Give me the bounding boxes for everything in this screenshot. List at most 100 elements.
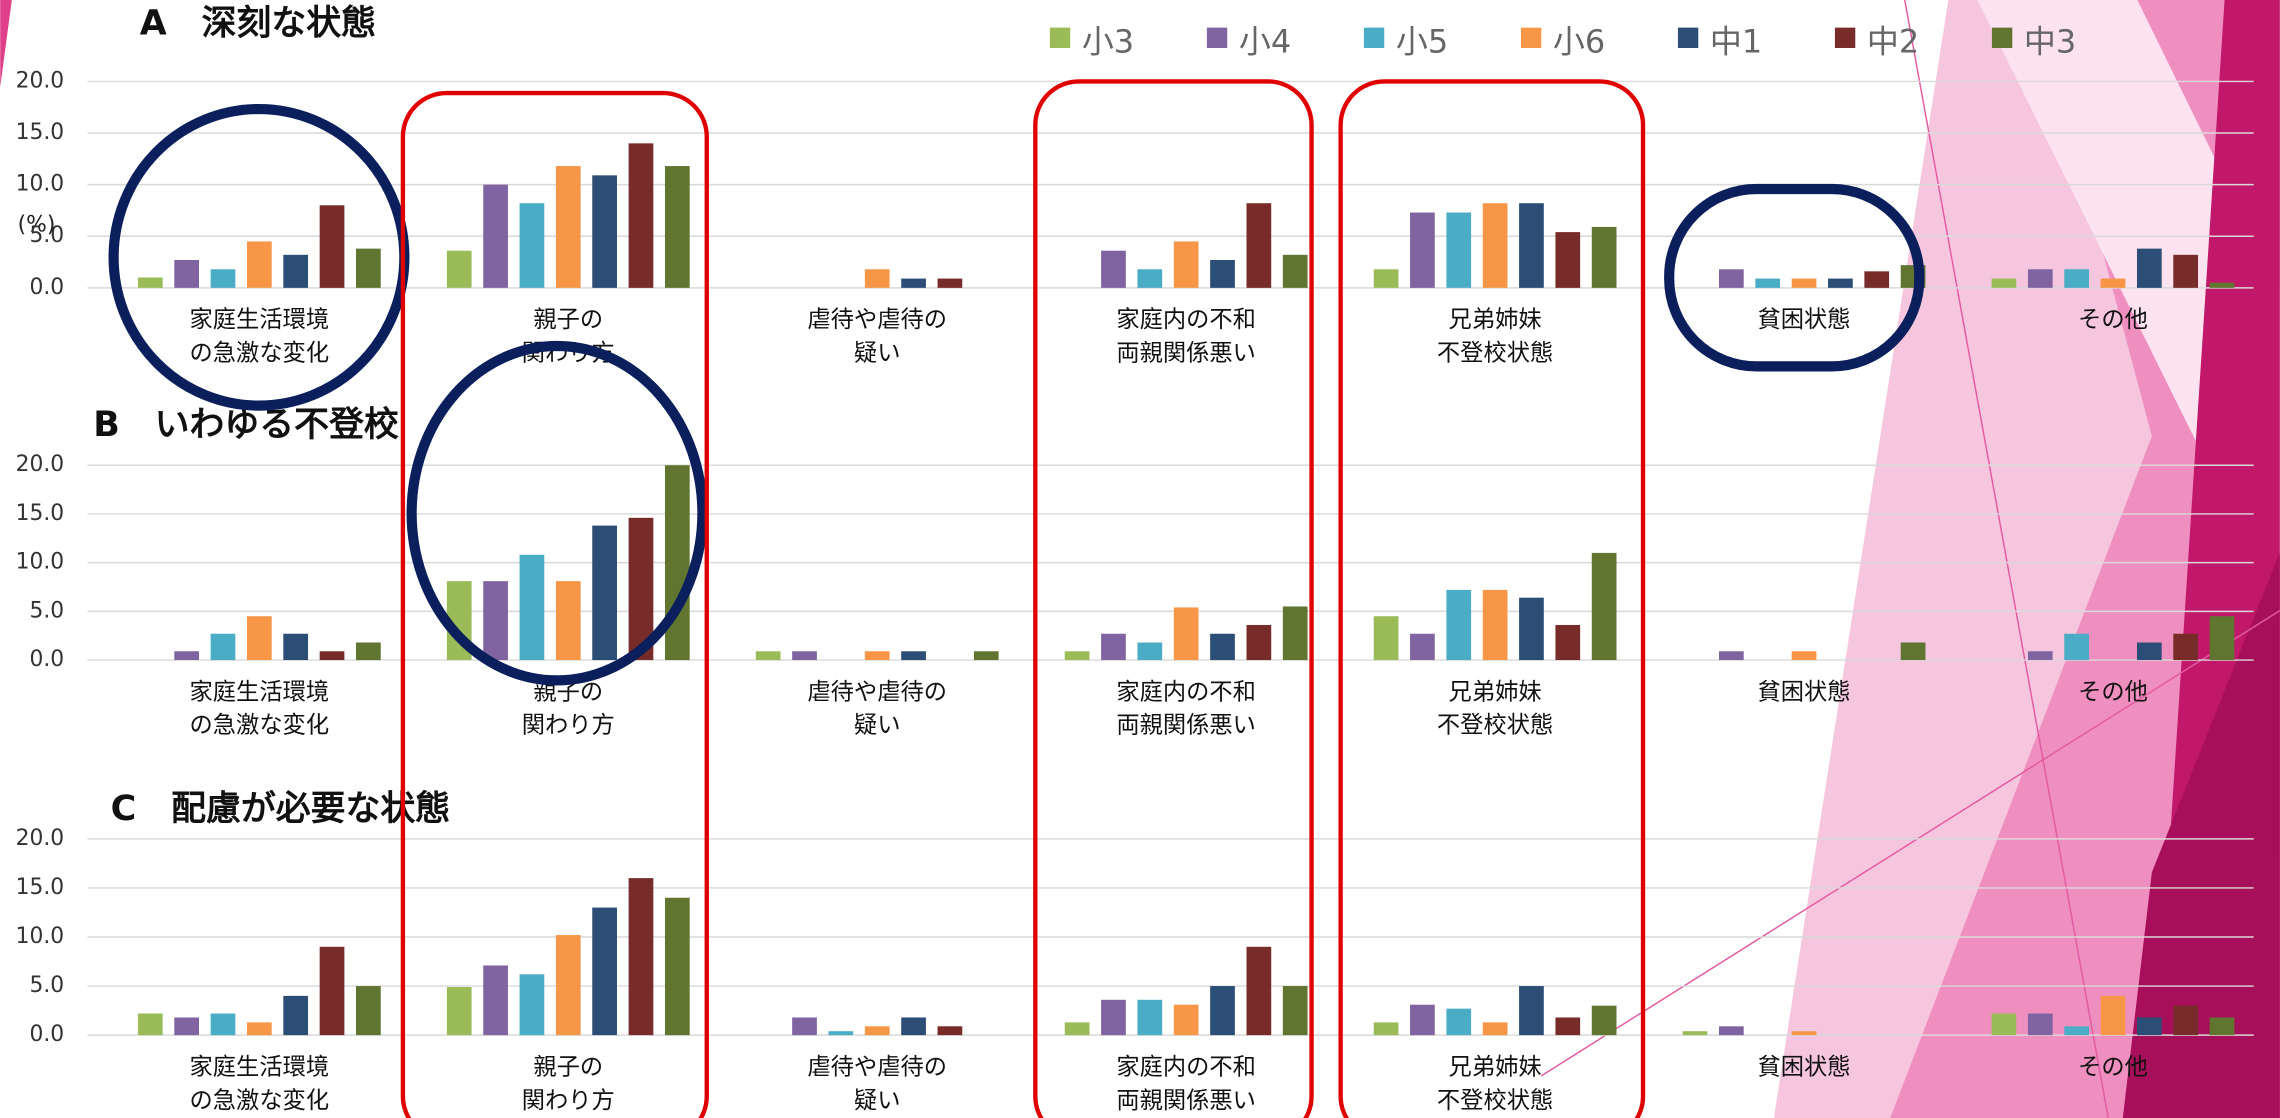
bar xyxy=(1064,651,1090,661)
bar xyxy=(483,184,508,288)
bar xyxy=(1246,203,1272,288)
bar xyxy=(792,1017,817,1036)
bar xyxy=(246,241,272,288)
bar xyxy=(2209,616,2235,661)
y-tick-label: 10.0 xyxy=(16,924,65,949)
bar xyxy=(319,946,345,1036)
x-tick-label: 虐待や虐待の 疑い xyxy=(807,1052,948,1114)
bar xyxy=(1591,226,1617,288)
bar xyxy=(1210,633,1235,661)
category-label-box: 家庭生活環境 の急激な変化 xyxy=(190,1053,330,1114)
bar xyxy=(210,633,236,661)
bar xyxy=(1718,651,1744,661)
legend-swatch xyxy=(1049,27,1071,48)
bar xyxy=(2027,1013,2053,1036)
bar xyxy=(1864,271,1890,288)
bar xyxy=(628,143,654,288)
bar xyxy=(446,250,472,288)
bar xyxy=(1101,633,1126,661)
bar xyxy=(1101,250,1126,288)
category-label-box: 親子の 関わり方 xyxy=(521,1052,615,1114)
x-tick-label: 兄弟姉妹 不登校状態 xyxy=(1436,677,1554,739)
bar xyxy=(1900,642,1926,661)
bar xyxy=(319,205,345,288)
y-axis-label: (%) xyxy=(18,212,56,237)
bar xyxy=(1173,241,1199,288)
bar xyxy=(828,1031,854,1036)
bar xyxy=(592,907,617,1036)
bar xyxy=(1373,1022,1399,1036)
bar xyxy=(1446,589,1472,661)
legend-label: 小4 xyxy=(1239,23,1291,61)
bar xyxy=(664,465,690,661)
bar xyxy=(2209,282,2235,288)
y-tick-label: 0.0 xyxy=(29,1022,64,1047)
y-tick-label: 5.0 xyxy=(29,598,64,623)
category-label-box: 家庭内の不和 両親関係悪い xyxy=(1116,305,1256,366)
bar xyxy=(1555,624,1581,661)
bar xyxy=(1482,1022,1508,1036)
bar xyxy=(555,581,581,661)
bar xyxy=(1791,651,1817,661)
bar xyxy=(283,254,309,288)
bar xyxy=(174,651,200,661)
bar xyxy=(2064,1026,2089,1036)
bar xyxy=(246,1022,272,1036)
bar xyxy=(2064,269,2089,288)
bar xyxy=(792,651,817,661)
x-tick-label: 家庭内の不和 両親関係悪い xyxy=(1116,1052,1256,1114)
category-label-box: 虐待や虐待の 疑い xyxy=(807,677,948,739)
bar xyxy=(2027,269,2053,288)
bar xyxy=(1446,212,1472,288)
bar xyxy=(1991,1013,2017,1036)
bar xyxy=(1446,1008,1472,1036)
y-tick-label: 5.0 xyxy=(29,973,64,998)
bar xyxy=(2027,651,2053,661)
x-tick-label: 虐待や虐待の 疑い xyxy=(807,677,948,739)
bar xyxy=(2173,1005,2199,1036)
x-tick-label: 親子の 関わり方 xyxy=(521,1052,615,1114)
bar xyxy=(1482,589,1508,661)
y-tick-label: 15.0 xyxy=(16,875,65,900)
bar xyxy=(210,269,236,288)
category-label-box: 虐待や虐待の 疑い xyxy=(807,1052,948,1114)
bar xyxy=(1137,642,1163,661)
legend-swatch xyxy=(1834,27,1856,48)
bar xyxy=(1591,552,1617,661)
bar xyxy=(283,995,309,1036)
legend-swatch xyxy=(1206,27,1228,48)
bar xyxy=(864,1026,890,1036)
bar xyxy=(901,278,926,288)
x-tick-label: 兄弟姉妹 不登校状態 xyxy=(1436,305,1554,367)
bar xyxy=(1755,278,1781,288)
bar xyxy=(2173,633,2199,661)
bar xyxy=(283,633,309,661)
chart-title: B いわゆる不登校 xyxy=(93,405,399,445)
bar xyxy=(1555,232,1581,288)
bar xyxy=(1791,278,1817,288)
x-tick-label: 兄弟姉妹 不登校状態 xyxy=(1436,1052,1554,1114)
bar xyxy=(1410,212,1435,288)
bar xyxy=(1101,999,1126,1036)
y-tick-label: 10.0 xyxy=(16,172,65,197)
bar xyxy=(1519,203,1544,288)
y-tick-label: 0.0 xyxy=(29,647,64,672)
legend-label: 中1 xyxy=(1710,23,1762,61)
x-tick-label: 家庭内の不和 両親関係悪い xyxy=(1116,677,1256,739)
y-tick-label: 15.0 xyxy=(16,501,65,526)
y-tick-label: 10.0 xyxy=(16,550,65,575)
legend-label: 小6 xyxy=(1553,23,1605,61)
bar xyxy=(592,525,617,661)
bar xyxy=(446,987,472,1036)
bar xyxy=(210,1013,236,1036)
x-tick-label: 家庭生活環境 の急激な変化 xyxy=(189,305,330,367)
bar xyxy=(519,554,545,661)
x-tick-label: 虐待や虐待の 疑い xyxy=(807,305,948,367)
x-tick-label: その他 xyxy=(2078,677,2148,706)
bar xyxy=(864,269,890,288)
y-tick-label: 5.0 xyxy=(29,223,64,248)
category-label-box: その他 xyxy=(2078,305,2148,333)
category-label-box: 貧困状態 xyxy=(1757,1053,1850,1081)
bar xyxy=(2100,995,2126,1036)
category-label-box: 貧困状態 xyxy=(1757,677,1850,705)
